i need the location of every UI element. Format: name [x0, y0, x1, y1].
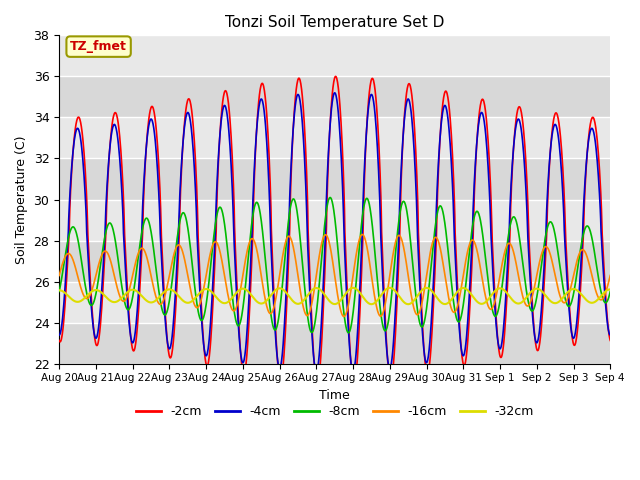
- Line: -16cm: -16cm: [59, 234, 611, 316]
- -8cm: [55, 288, 63, 294]
- -2cm: [541, 254, 549, 260]
- Text: TZ_fmet: TZ_fmet: [70, 40, 127, 53]
- -32cm: [493, 287, 500, 292]
- -32cm: [239, 286, 247, 291]
- -4cm: [313, 369, 321, 374]
- Bar: [59, 36, 611, 76]
- -2cm: [164, 348, 172, 353]
- Bar: [59, 240, 611, 282]
- Bar: [59, 282, 611, 323]
- -32cm: [386, 285, 394, 291]
- -4cm: [421, 355, 429, 360]
- -2cm: [493, 326, 500, 332]
- -4cm: [541, 238, 549, 243]
- -2cm: [421, 357, 429, 363]
- -32cm: [607, 287, 614, 292]
- -16cm: [340, 313, 348, 319]
- -2cm: [332, 73, 339, 79]
- -4cm: [164, 344, 172, 349]
- -8cm: [344, 330, 352, 336]
- -32cm: [178, 297, 186, 302]
- -8cm: [326, 195, 334, 201]
- Line: -4cm: -4cm: [59, 93, 611, 372]
- -16cm: [358, 231, 366, 237]
- -8cm: [607, 288, 614, 294]
- -16cm: [607, 273, 614, 278]
- Legend: -2cm, -4cm, -8cm, -16cm, -32cm: -2cm, -4cm, -8cm, -16cm, -32cm: [131, 400, 539, 423]
- Line: -2cm: -2cm: [59, 76, 611, 384]
- -2cm: [314, 381, 321, 387]
- -16cm: [421, 284, 429, 289]
- Line: -32cm: -32cm: [59, 288, 611, 304]
- -2cm: [239, 371, 247, 376]
- -8cm: [541, 234, 549, 240]
- -8cm: [178, 212, 186, 217]
- Bar: [59, 118, 611, 158]
- -16cm: [541, 244, 549, 250]
- -16cm: [164, 278, 172, 284]
- Line: -8cm: -8cm: [59, 198, 611, 333]
- -4cm: [493, 330, 500, 336]
- -8cm: [239, 302, 247, 308]
- -32cm: [541, 293, 549, 299]
- -4cm: [607, 332, 614, 338]
- -16cm: [55, 273, 63, 278]
- -4cm: [178, 157, 186, 163]
- -16cm: [493, 289, 500, 295]
- -16cm: [178, 246, 186, 252]
- Bar: [59, 323, 611, 364]
- Title: Tonzi Soil Temperature Set D: Tonzi Soil Temperature Set D: [225, 15, 444, 30]
- X-axis label: Time: Time: [319, 389, 350, 402]
- -2cm: [178, 162, 186, 168]
- -4cm: [239, 360, 247, 365]
- -2cm: [607, 337, 614, 343]
- -32cm: [421, 285, 429, 291]
- -8cm: [421, 316, 429, 322]
- Bar: [59, 158, 611, 200]
- Bar: [59, 76, 611, 118]
- -8cm: [164, 304, 172, 310]
- -4cm: [331, 90, 339, 96]
- -8cm: [493, 312, 500, 317]
- -16cm: [239, 269, 247, 275]
- -32cm: [404, 301, 412, 307]
- -32cm: [55, 288, 63, 293]
- Y-axis label: Soil Temperature (C): Soil Temperature (C): [15, 135, 28, 264]
- Bar: [59, 200, 611, 240]
- -32cm: [164, 287, 172, 292]
- -2cm: [55, 337, 63, 343]
- -4cm: [55, 332, 63, 338]
